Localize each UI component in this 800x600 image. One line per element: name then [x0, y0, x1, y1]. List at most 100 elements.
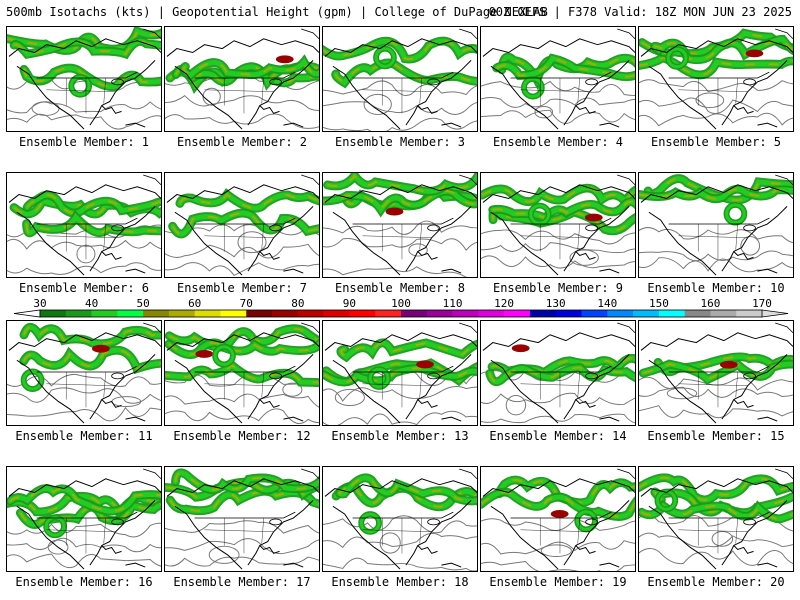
colorbar-swatch: [452, 310, 479, 317]
member-map-graphic: [323, 322, 477, 425]
member-label: Ensemble Member: 17: [173, 575, 311, 589]
ensemble-member-map: [322, 466, 478, 572]
colorbar-tick-label: 160: [700, 297, 720, 310]
colorbar-swatch: [143, 310, 170, 317]
colorbar-swatch: [401, 310, 428, 317]
colorbar-swatch: [168, 310, 196, 317]
member-label: Ensemble Member: 11: [15, 429, 153, 443]
colorbar-swatch: [684, 310, 711, 317]
member-label: Ensemble Member: 4: [492, 135, 624, 149]
member-label: Ensemble Member: 13: [331, 429, 469, 443]
member-label: Ensemble Member: 9: [492, 281, 624, 295]
ensemble-member-map: [164, 466, 320, 572]
member-map-graphic: [7, 322, 161, 424]
colorbar-left-arrow: [13, 309, 41, 318]
colorbar-swatch: [426, 310, 453, 317]
colorbar-swatch: [555, 310, 582, 317]
member-map-graphic: [165, 468, 319, 570]
header-run-info: 00Z GEFS | F378 Valid: 18Z MON JUN 23 20…: [488, 5, 792, 19]
member-map-graphic: [7, 468, 161, 570]
member-map-graphic: [639, 468, 793, 570]
member-label: Ensemble Member: 6: [18, 281, 150, 295]
colorbar-swatch: [633, 310, 660, 317]
colorbar-swatch: [504, 310, 531, 317]
colorbar-tick-label: 60: [188, 297, 201, 310]
member-map-graphic: [481, 174, 635, 276]
member-map-graphic: [7, 174, 161, 276]
member-label: Ensemble Member: 5: [650, 135, 782, 149]
colorbar-tick-label: 70: [240, 297, 253, 310]
member-label: Ensemble Member: 14: [489, 429, 627, 443]
colorbar-tick-label: 120: [494, 297, 514, 310]
colorbar-swatch: [194, 310, 221, 317]
colorbar-swatch: [607, 310, 634, 317]
colorbar-swatch: [710, 310, 737, 317]
colorbar-tick-label: 110: [443, 297, 463, 310]
member-map-graphic: [165, 174, 319, 277]
member-map-graphic: [165, 322, 319, 425]
member-label: Ensemble Member: 15: [647, 429, 785, 443]
member-label: Ensemble Member: 19: [489, 575, 627, 589]
colorbar-swatch: [349, 310, 376, 317]
member-label: Ensemble Member: 12: [173, 429, 311, 443]
member-map-graphic: [481, 28, 635, 130]
colorbar-tick-label: 150: [649, 297, 669, 310]
colorbar-swatch: [581, 310, 608, 317]
colorbar-swatch: [297, 310, 324, 317]
colorbar-tick-label: 170: [752, 297, 772, 310]
ensemble-member-map: [322, 172, 478, 278]
member-label: Ensemble Member: 16: [15, 575, 153, 589]
colorbar-swatch: [91, 310, 118, 317]
colorbar-swatch: [478, 310, 505, 317]
member-label: Ensemble Member: 1: [18, 135, 150, 149]
colorbar-tick-label: 90: [343, 297, 356, 310]
colorbar-graphic: 30 40 50 60 70 80 90 100 110 120 130 140 150 160 170: [13, 297, 789, 318]
ensemble-member-map: [164, 26, 320, 132]
colorbar-swatch: [40, 310, 67, 317]
colorbar-swatch: [323, 310, 350, 317]
member-label: Ensemble Member: 18: [331, 575, 469, 589]
colorbar-swatch: [375, 310, 402, 317]
colorbar-tick-label: 40: [85, 297, 98, 310]
ensemble-member-map: [638, 320, 794, 426]
ensemble-member-map: [638, 466, 794, 572]
colorbar-swatch: [220, 310, 247, 317]
member-map-graphic: [639, 28, 793, 130]
ensemble-member-map: [6, 172, 162, 278]
member-label: Ensemble Member: 7: [176, 281, 308, 295]
colorbar-swatch: [736, 310, 763, 317]
colorbar-tick-label: 50: [136, 297, 149, 310]
member-map-graphic: [639, 322, 793, 424]
colorbar-swatch: [246, 310, 273, 317]
colorbar-tick-label: 130: [546, 297, 566, 310]
colorbar-swatch: [658, 310, 685, 317]
ensemble-member-map: [6, 320, 162, 426]
member-map-graphic: [481, 468, 635, 571]
ensemble-member-map: [480, 172, 636, 278]
member-map-graphic: [323, 468, 477, 571]
member-label: Ensemble Member: 3: [334, 135, 466, 149]
colorbar-tick-label: 30: [33, 297, 46, 310]
ensemble-member-map: [480, 466, 636, 572]
colorbar-swatch: [117, 310, 144, 317]
colorbar-tick-label: 100: [391, 297, 411, 310]
ensemble-member-map: [638, 26, 794, 132]
ensemble-member-map: [6, 26, 162, 132]
ensemble-member-map: [164, 320, 320, 426]
member-label: Ensemble Member: 8: [334, 281, 466, 295]
member-map-graphic: [639, 174, 793, 276]
member-label: Ensemble Member: 10: [647, 281, 785, 295]
colorbar-right-arrow: [761, 309, 789, 318]
member-map-graphic: [481, 322, 635, 424]
ensemble-member-map: [322, 320, 478, 426]
colorbar-swatch: [65, 310, 92, 317]
colorbar-swatch: [272, 310, 299, 317]
member-map-graphic: [7, 27, 161, 130]
ensemble-member-map: [6, 466, 162, 572]
member-map-graphic: [323, 28, 477, 131]
colorbar-swatch: [529, 310, 557, 317]
ensemble-member-map: [322, 26, 478, 132]
ensemble-member-map: [480, 320, 636, 426]
colorbar-tick-label: 80: [291, 297, 304, 310]
member-label: Ensemble Member: 20: [647, 575, 785, 589]
